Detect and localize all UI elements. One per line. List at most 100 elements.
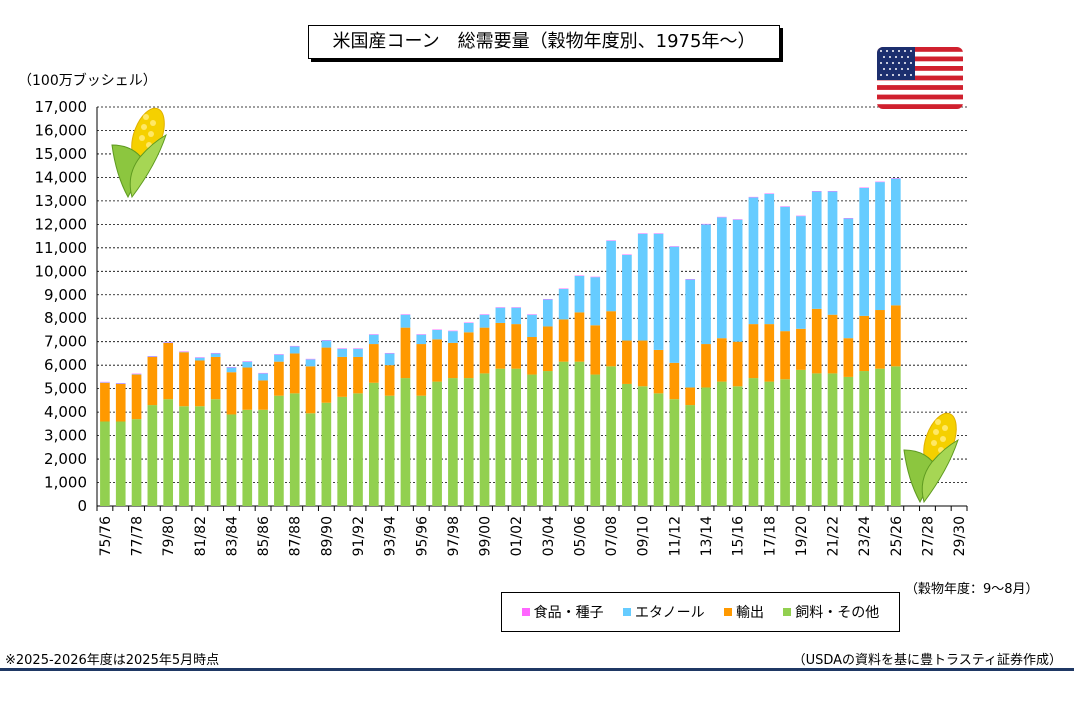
bar-export (179, 352, 189, 407)
bar-ethanol (859, 187, 870, 316)
bar-ethanol (432, 329, 442, 340)
bar-export (558, 319, 569, 362)
bar-export (479, 327, 490, 374)
bar-feed (368, 382, 379, 506)
y-tick-label: 9,000 (44, 286, 87, 304)
legend-label-export: 輸出 (735, 605, 764, 621)
bar-export (495, 322, 506, 369)
bar-ethanol (463, 322, 474, 333)
y-tick-label: 12,000 (35, 215, 88, 233)
bar-ethanol (701, 224, 711, 345)
bar-ethanol (210, 353, 221, 357)
bar-export (416, 344, 427, 396)
y-tick-label: 6,000 (44, 356, 87, 374)
bar-export (242, 367, 253, 410)
bar-ethanol (890, 178, 901, 306)
bar-ethanol (368, 334, 379, 345)
bar-ethanol (780, 206, 790, 332)
bar-ethanol (558, 288, 569, 320)
y-tick-label: 7,000 (44, 333, 87, 351)
chart-legend: 食品・種子 エタノール 輸出 飼料・その他 (501, 592, 900, 632)
bar-feed (194, 406, 205, 506)
y-axis-unit-label: （100万ブッシェル） (18, 73, 157, 89)
legend-item-export: 輸出 (723, 602, 764, 622)
x-tick-label: 15/16 (731, 516, 747, 556)
bar-feed (353, 393, 363, 506)
bar-ethanol (479, 314, 490, 328)
bar-export (637, 340, 648, 387)
x-tick-label: 05/06 (572, 516, 588, 556)
x-tick-label: 99/00 (478, 516, 494, 556)
legend-swatch-export (723, 608, 732, 616)
x-tick-label: 13/14 (699, 516, 715, 556)
legend-label-feed: 飼料・その他 (795, 605, 880, 621)
x-tick-label: 23/24 (857, 516, 873, 556)
bar-ethanol (590, 277, 601, 326)
y-tick-label: 3,000 (44, 427, 87, 445)
x-tick-label: 25/26 (889, 516, 905, 556)
bar-feed (321, 402, 332, 506)
bar-feed (811, 373, 822, 506)
y-tick-label: 4,000 (44, 403, 87, 421)
bar-feed (542, 371, 553, 506)
bar-feed (606, 366, 616, 506)
bar-feed (131, 419, 142, 506)
bar-export (226, 372, 237, 415)
legend-item-feed: 飼料・その他 (783, 602, 879, 622)
bar-feed (337, 396, 348, 506)
bar-export (764, 324, 775, 382)
bar-feed (716, 381, 727, 506)
x-tick-label: 93/94 (383, 516, 399, 556)
bar-export (432, 339, 442, 382)
bar-export (210, 356, 221, 400)
source-note: （USDAの資料を基に豊トラスティ証券作成） (792, 653, 1062, 668)
bar-ethanol (622, 254, 632, 341)
x-tick-label: 79/80 (161, 516, 177, 556)
bar-export (368, 344, 379, 383)
bar-feed (558, 361, 569, 506)
corn-icon (111, 107, 167, 199)
bar-export (890, 305, 901, 367)
bar-feed (701, 387, 711, 506)
bar-feed (843, 376, 854, 506)
bar-ethanol (875, 182, 885, 311)
bar-ethanol (574, 275, 585, 313)
bar-ethanol (527, 314, 537, 338)
bar-feed (732, 386, 743, 506)
bar-feed (448, 378, 458, 506)
bar-export (716, 338, 727, 382)
bar-ethanol (511, 307, 522, 325)
bar-feed (669, 399, 680, 506)
bar-export (115, 383, 126, 422)
bar-export (843, 338, 854, 377)
y-tick-label: 0 (77, 497, 87, 515)
x-tick-label: 11/12 (667, 516, 683, 556)
bar-ethanol (685, 279, 696, 388)
bar-export (511, 324, 522, 369)
x-tick-label: 89/90 (319, 516, 335, 556)
bar-ethanol (637, 233, 648, 341)
legend-swatch-ethanol (623, 608, 632, 616)
bar-feed (637, 386, 648, 506)
bar-ethanol (337, 348, 348, 357)
bar-ethanol (289, 346, 300, 354)
x-tick-label: 97/98 (446, 516, 462, 556)
bar-feed (100, 421, 110, 506)
legend-item-food-seed: 食品・種子 (521, 602, 604, 622)
x-tick-label: 83/84 (224, 516, 240, 556)
x-tick-label: 77/78 (130, 516, 146, 556)
bar-export (131, 374, 142, 420)
x-tick-label: 75/76 (98, 516, 114, 556)
bar-ethanol (305, 359, 316, 367)
bar-feed (590, 374, 601, 506)
bar-feed (653, 393, 664, 506)
bar-feed (527, 374, 537, 506)
bar-export (574, 312, 585, 362)
x-tick-label: 01/02 (509, 516, 525, 556)
bar-export (542, 326, 553, 372)
y-tick-label: 5,000 (44, 380, 87, 398)
bar-export (337, 356, 348, 397)
bar-ethanol (495, 307, 506, 323)
bar-feed (210, 399, 221, 506)
bar-export (859, 315, 870, 372)
